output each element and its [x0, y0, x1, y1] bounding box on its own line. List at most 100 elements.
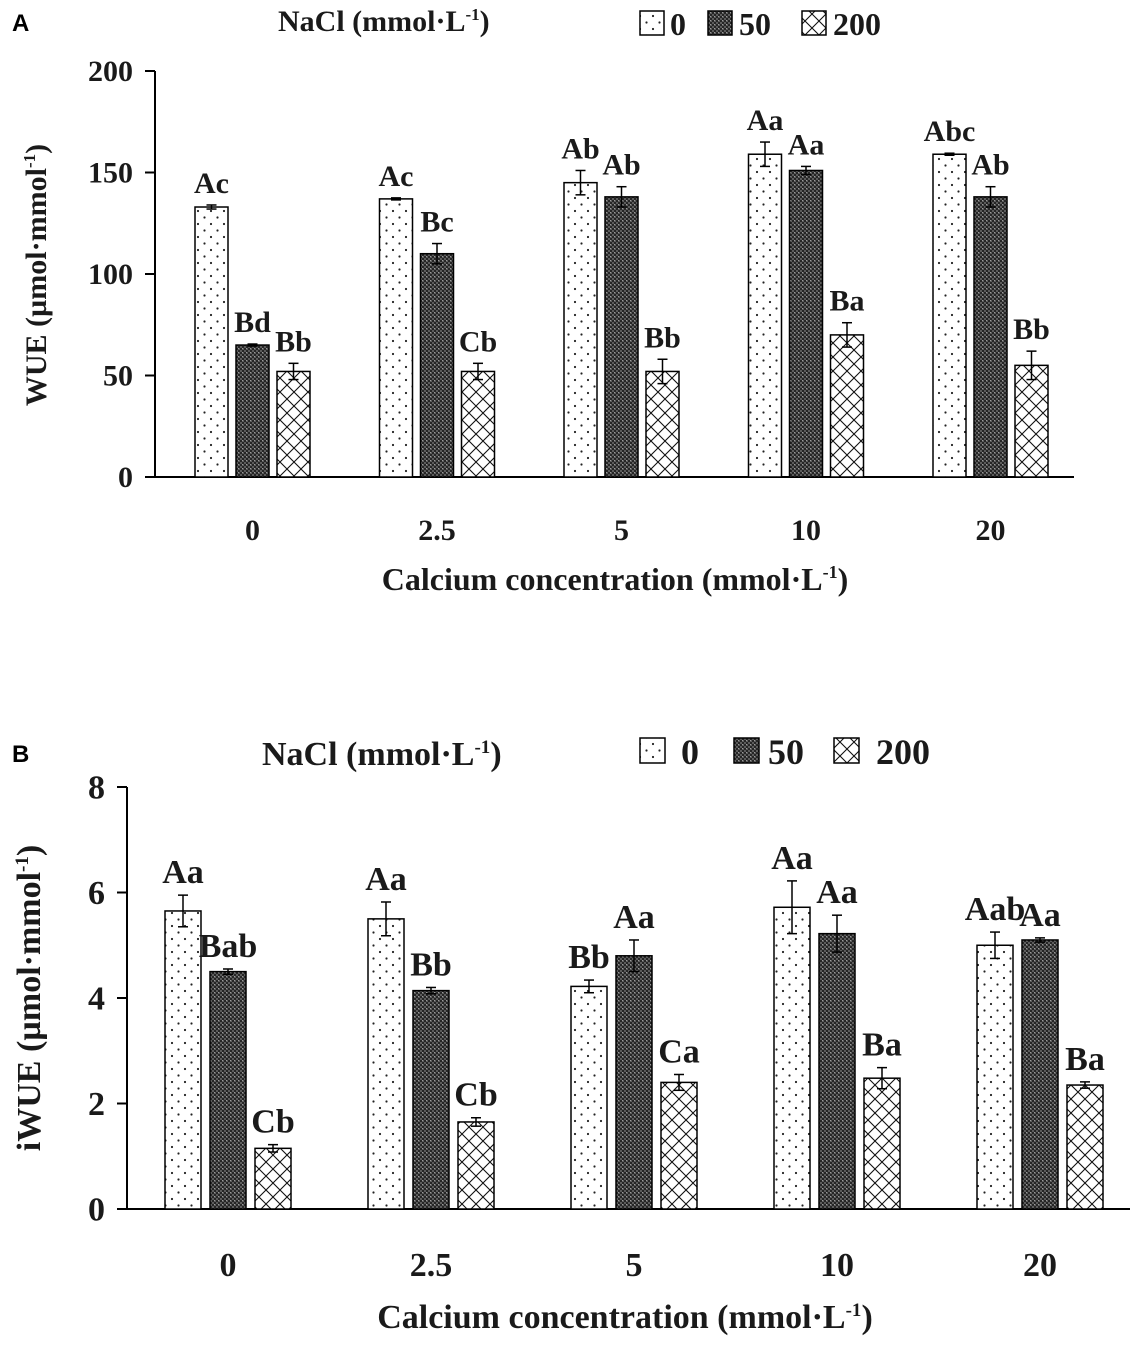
bar: [419, 252, 455, 478]
significance-letter: Aa: [747, 104, 784, 137]
x-axis-label: Calcium concentration (mmol·L-1): [382, 561, 848, 597]
significance-letter: Ab: [561, 132, 599, 165]
error-bar: [1026, 350, 1037, 381]
y-axis-label: WUE (µmol·mmol-1): [20, 144, 53, 406]
y-tick-label: 50: [103, 360, 133, 393]
error-bar: [178, 894, 188, 928]
error-bar: [1080, 1081, 1090, 1089]
x-tick-label: 5: [614, 514, 629, 547]
panel-a-label: A: [12, 10, 29, 37]
legend-swatch-200: [801, 10, 827, 36]
error-bar: [787, 880, 797, 935]
error-bar: [944, 152, 955, 156]
error-bar: [760, 141, 770, 168]
significance-letter: Ab: [602, 149, 640, 182]
error-bar: [473, 362, 483, 381]
bar: [973, 196, 1008, 478]
bar: [563, 181, 598, 478]
significance-letter: Aa: [771, 840, 813, 877]
y-tick-label: 4: [88, 981, 105, 1018]
x-tick-label: 0: [245, 514, 260, 547]
significance-letter: Ac: [194, 167, 229, 200]
legend-label-200: 200: [833, 6, 881, 42]
legend-swatch-0: [639, 10, 665, 36]
bar: [194, 206, 229, 478]
legend-swatch-50: [707, 10, 733, 36]
y-tick-label: 8: [88, 770, 105, 807]
significance-letter: Aa: [816, 874, 858, 911]
significance-letter: Ab: [971, 149, 1009, 182]
significance-letter: Ba: [1065, 1041, 1105, 1078]
error-bar: [674, 1073, 684, 1092]
legend-label-0: 0: [670, 6, 686, 42]
y-tick-label: 6: [88, 875, 105, 912]
bar: [932, 153, 967, 478]
significance-letter: Cb: [454, 1077, 497, 1114]
bar: [615, 955, 653, 1210]
legend-label-0: 0: [681, 732, 699, 772]
bar: [1066, 1084, 1104, 1210]
bar: [1021, 939, 1059, 1210]
legend-label-50: 50: [739, 6, 771, 42]
significance-letter: Bc: [420, 206, 453, 239]
significance-letter: Aa: [365, 861, 407, 898]
y-tick-label: 0: [88, 1192, 105, 1229]
panel-b: B NaCl (mmol·L-1) 0 50 200 iWUE (µmol·mm…: [11, 732, 1130, 1336]
x-tick-label: 20: [1023, 1247, 1057, 1284]
significance-letter: Aab: [965, 891, 1025, 928]
error-bar: [268, 1143, 278, 1153]
significance-letter: Abc: [924, 115, 976, 148]
bar: [818, 932, 856, 1210]
bar: [367, 918, 405, 1210]
bar: [235, 344, 270, 478]
bar: [254, 1147, 292, 1210]
error-bar: [1035, 937, 1045, 943]
x-axis-label: Calcium concentration (mmol·L-1): [377, 1299, 873, 1336]
x-tick-label: 10: [791, 514, 821, 547]
bar: [276, 370, 311, 478]
significance-letter: Ac: [379, 160, 414, 193]
legend-swatch-0: [639, 737, 666, 764]
error-bar: [432, 242, 442, 265]
panel-b-label: B: [12, 741, 29, 768]
significance-letter: Ba: [862, 1027, 902, 1064]
error-bar: [426, 986, 436, 995]
significance-letter: Aa: [162, 854, 204, 891]
bar: [570, 985, 608, 1210]
significance-letter: Aa: [1019, 897, 1061, 934]
significance-letter: Cb: [459, 325, 497, 358]
error-bar: [381, 901, 391, 937]
y-tick-label: 100: [88, 258, 133, 291]
x-tick-label: 2.5: [418, 514, 456, 547]
bar: [412, 989, 450, 1210]
bar: [457, 1121, 495, 1210]
significance-letter: Aa: [788, 128, 825, 161]
y-tick-label: 150: [88, 157, 133, 190]
x-tick-label: 10: [820, 1247, 854, 1284]
error-bar: [629, 939, 639, 973]
bar: [645, 370, 680, 478]
legend-swatch-50: [733, 737, 760, 764]
bar: [460, 370, 496, 478]
y-tick-label: 0: [118, 461, 133, 494]
legend-title: NaCl (mmol·L-1): [262, 736, 502, 773]
error-bar: [584, 979, 594, 994]
error-bar: [288, 362, 299, 381]
error-bar: [247, 343, 258, 347]
significance-letter: Bab: [199, 928, 258, 965]
legend-label-200: 200: [876, 732, 930, 772]
error-bar: [877, 1066, 887, 1090]
significance-letter: Bb: [644, 321, 681, 354]
panel-a: A NaCl (mmol·L-1) 0 50 200 WUE (µmol·mmo…: [12, 5, 1074, 597]
bar: [863, 1077, 901, 1210]
error-bar: [832, 914, 842, 953]
bar: [378, 198, 414, 478]
legend-label-50: 50: [768, 732, 804, 772]
significance-letter: Bb: [568, 939, 610, 976]
bar: [747, 153, 783, 478]
legend-title: NaCl (mmol·L-1): [278, 5, 490, 38]
significance-letter: Cb: [251, 1104, 294, 1141]
significance-letter: Ba: [829, 285, 864, 318]
significance-letter: Bb: [410, 946, 452, 983]
